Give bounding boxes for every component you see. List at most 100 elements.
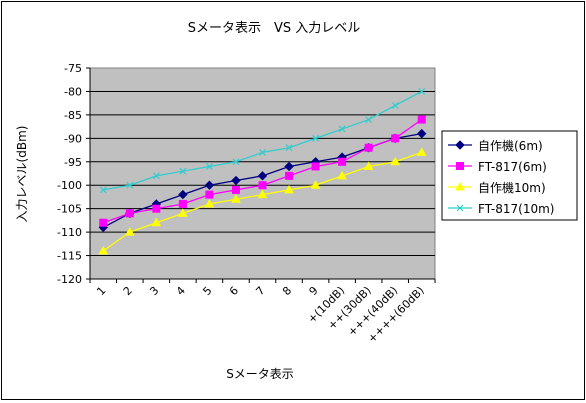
data-point — [416, 147, 427, 156]
data-point — [231, 194, 241, 203]
data-point — [364, 143, 373, 152]
data-point — [311, 162, 320, 171]
data-point-stroke — [418, 88, 426, 95]
y-tick-label: -110 — [57, 226, 82, 239]
data-point — [312, 134, 320, 142]
legend: 自作機(6m) FT-817(6m) 自作機10m) FT-817(10m) — [441, 130, 578, 221]
y-tick-label: -100 — [57, 179, 82, 192]
data-point — [285, 171, 294, 180]
data-point — [205, 163, 213, 170]
data-point — [338, 125, 346, 133]
data-point — [99, 186, 107, 194]
y-tick-label: -85 — [64, 109, 82, 122]
data-point — [257, 189, 268, 199]
data-point-stroke — [179, 167, 187, 175]
legend-item: FT-817(6m) — [448, 160, 547, 174]
data-point — [257, 171, 268, 181]
x-tick-label: 9 — [307, 284, 321, 298]
data-point — [231, 185, 240, 194]
chart-title: Sメータ表示 VS 入力レベル — [188, 21, 361, 36]
y-tick-label: -75 — [64, 62, 82, 75]
data-point — [231, 175, 241, 186]
x-tick-label: 8 — [280, 284, 294, 298]
data-point — [124, 227, 135, 236]
data-point — [151, 217, 162, 227]
data-point-stroke — [259, 148, 266, 156]
data-point — [232, 158, 240, 166]
legend-item: FT-817(10m) — [448, 202, 554, 216]
x-tick-label: 3 — [147, 284, 161, 298]
data-point-stroke — [338, 125, 346, 133]
x-tick-label: 5 — [200, 284, 214, 298]
x-tick-label: 4 — [174, 284, 188, 298]
y-tick-label: -90 — [64, 132, 82, 145]
data-point — [337, 170, 347, 180]
x-tick-label: 2 — [121, 284, 135, 298]
y-tick-label: -105 — [57, 203, 82, 216]
data-point — [338, 157, 347, 166]
data-point — [179, 167, 187, 175]
data-point — [178, 208, 188, 217]
series-4 — [99, 88, 426, 194]
data-point-stroke — [456, 204, 464, 212]
data-point-stroke — [312, 134, 320, 142]
series-2 — [99, 115, 426, 227]
data-point — [310, 180, 321, 189]
line-chart: Sメータ表示 VS 入力レベル -75-80-85-90-95-100-105-… — [15, 21, 578, 381]
legend-item: 自作機10m) — [448, 180, 546, 195]
x-tick-label: 6 — [227, 284, 241, 298]
data-point — [125, 209, 134, 218]
y-tick-label: -115 — [57, 250, 82, 263]
legend-label: FT-817(10m) — [478, 202, 554, 216]
data-point-stroke — [126, 181, 134, 189]
data-point — [152, 204, 161, 213]
data-point — [456, 162, 464, 170]
data-point — [418, 88, 426, 95]
series-layer — [98, 88, 427, 255]
data-point — [363, 161, 374, 170]
legend-label: 自作機(6m) — [478, 138, 543, 153]
series-3 — [98, 147, 427, 255]
data-point-stroke — [391, 102, 399, 109]
data-point-stroke — [232, 158, 240, 166]
x-axis-title: Sメータ表示 — [226, 367, 294, 381]
data-point — [455, 181, 465, 191]
data-point — [258, 181, 267, 190]
data-point — [284, 161, 294, 172]
data-point-stroke — [365, 116, 373, 124]
data-point — [456, 204, 464, 212]
data-point-stroke — [152, 172, 160, 180]
data-point — [99, 218, 108, 227]
legend-label: 自作機10m) — [478, 180, 546, 195]
data-point — [205, 190, 214, 199]
data-point — [455, 140, 465, 150]
legend-label: FT-817(6m) — [478, 160, 547, 174]
data-point — [152, 172, 160, 180]
data-point — [178, 199, 187, 208]
data-point — [285, 144, 293, 152]
legend-item: 自作機(6m) — [448, 138, 543, 153]
data-point — [365, 116, 373, 124]
data-point — [126, 181, 134, 189]
data-point-stroke — [205, 163, 213, 170]
data-point — [204, 180, 215, 190]
y-axis-title: 入力レベル(dBm) — [15, 126, 29, 223]
data-point — [391, 102, 399, 109]
x-tick-label: 7 — [253, 284, 267, 298]
data-point — [178, 189, 188, 200]
legend-box — [441, 130, 578, 221]
data-point — [417, 115, 426, 124]
y-tick-label: -120 — [57, 273, 82, 286]
x-tick-label: 1 — [94, 284, 108, 298]
data-point — [98, 245, 109, 255]
data-point — [390, 156, 401, 166]
data-point — [391, 134, 400, 143]
data-point-stroke — [285, 144, 293, 152]
y-axis: -75 -80 -85 -90 -95 -100 -105 -110 -115 -120 — [57, 62, 91, 286]
data-point — [204, 198, 215, 208]
data-point-stroke — [99, 186, 107, 194]
data-point — [417, 128, 427, 139]
y-tick-label: -80 — [64, 85, 82, 98]
x-axis: 1 2 3 4 5 6 7 8 9+(10dB)++(30dB)+++(40dB)++++(60… — [89, 278, 436, 345]
